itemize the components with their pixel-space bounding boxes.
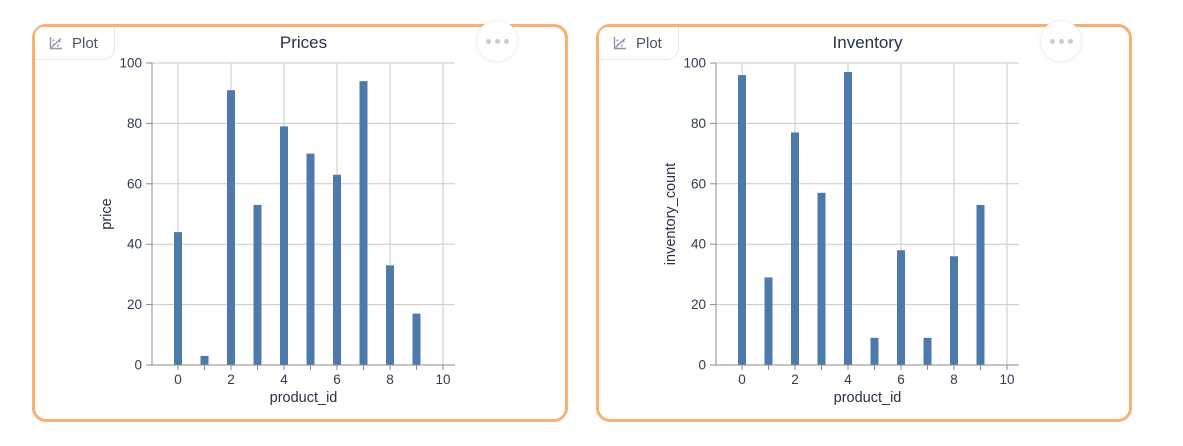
y-axis-title: price	[99, 198, 115, 229]
ellipsis-icon	[1049, 38, 1055, 44]
plot-tab-label: Plot	[636, 34, 662, 52]
y-tick-label: 0	[698, 358, 706, 373]
x-tick-label: 6	[333, 372, 341, 387]
plot-tab[interactable]: Plot	[35, 27, 115, 60]
y-tick-label: 100	[683, 56, 706, 71]
bar-x4	[280, 126, 288, 365]
bars-group	[738, 72, 985, 365]
bar-x3	[253, 204, 262, 365]
prices-plot-card: Plot 0 20 40 60 80 100 0 2 4 6 8 10 product_id price P…	[32, 20, 568, 422]
bar-x1	[764, 277, 773, 365]
bars-group	[174, 81, 421, 366]
x-axis-title: product_id	[834, 390, 902, 406]
y-tick-label: 20	[691, 297, 706, 312]
bar-x2	[791, 132, 799, 365]
bar-x7	[923, 337, 932, 365]
bar-x5	[306, 153, 315, 365]
bar-x8	[950, 256, 958, 365]
chart-title: Prices	[280, 33, 327, 52]
x-tick-label: 6	[897, 372, 905, 387]
bar-x0	[738, 75, 746, 365]
x-axis-title: product_id	[270, 390, 338, 406]
y-tick-label: 20	[127, 297, 142, 312]
x-tick-label: 4	[844, 372, 852, 387]
plot-tab[interactable]: Plot	[599, 27, 679, 60]
chart-title: Inventory	[833, 33, 903, 52]
x-tick-label: 8	[386, 372, 394, 387]
prices-bar-chart: 0 20 40 60 80 100 0 2 4 6 8 10 product_id price Prices	[99, 33, 455, 406]
y-tick-label: 80	[691, 116, 706, 131]
bar-x3	[817, 192, 826, 365]
y-tick-label: 0	[134, 358, 142, 373]
inventory-plot-card: Plot 0 20 40 60 80 100 0 2 4 6 8 10 product_id invent…	[596, 20, 1132, 422]
bar-x8	[386, 265, 394, 365]
gridlines	[716, 62, 1019, 366]
x-tick-label: 0	[174, 372, 182, 387]
bar-x1	[200, 355, 209, 365]
tick-labels: 0 20 40 60 80 100 0 2 4 6 8 10	[683, 56, 1014, 388]
x-tick-label: 2	[791, 372, 799, 387]
bar-x6	[897, 250, 905, 365]
axes	[710, 62, 1019, 370]
x-tick-label: 4	[280, 372, 288, 387]
bar-x6	[333, 174, 341, 365]
more-options-button[interactable]	[1040, 20, 1082, 62]
y-tick-label: 40	[691, 237, 706, 252]
bar-x9	[976, 204, 985, 365]
axes	[146, 62, 455, 370]
plot-tab-label: Plot	[72, 34, 98, 52]
x-tick-label: 0	[738, 372, 746, 387]
y-tick-label: 80	[127, 116, 142, 131]
inventory-bar-chart: 0 20 40 60 80 100 0 2 4 6 8 10 product_id inventory_c…	[663, 33, 1019, 406]
y-tick-label: 60	[127, 176, 142, 191]
bar-x5	[870, 337, 879, 365]
scatter-chart-icon	[611, 35, 628, 52]
bar-x4	[844, 72, 852, 365]
tick-labels: 0 20 40 60 80 100 0 2 4 6 8 10	[119, 56, 450, 388]
y-tick-label: 40	[127, 237, 142, 252]
more-options-button[interactable]	[476, 20, 518, 62]
scatter-chart-icon	[47, 35, 64, 52]
y-tick-label: 100	[119, 56, 142, 71]
x-tick-label: 2	[227, 372, 235, 387]
x-tick-label: 10	[999, 372, 1014, 387]
y-axis-title: inventory_count	[663, 163, 679, 265]
bar-x0	[174, 232, 182, 365]
y-tick-label: 60	[691, 176, 706, 191]
bar-x2	[227, 90, 235, 366]
x-tick-label: 8	[950, 372, 958, 387]
bar-x7	[359, 81, 368, 365]
ellipsis-icon	[485, 38, 491, 44]
bar-x9	[412, 313, 421, 365]
gridlines	[152, 62, 455, 366]
x-tick-label: 10	[435, 372, 450, 387]
